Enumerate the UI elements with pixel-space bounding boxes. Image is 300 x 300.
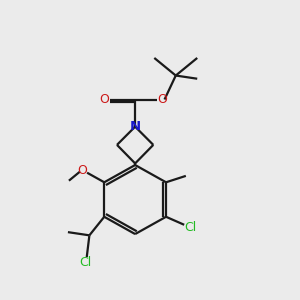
Text: O: O [158,93,167,106]
Text: Cl: Cl [185,221,197,234]
Text: O: O [100,93,110,106]
Text: Cl: Cl [79,256,92,269]
Text: N: N [130,120,141,133]
Text: O: O [77,164,87,177]
